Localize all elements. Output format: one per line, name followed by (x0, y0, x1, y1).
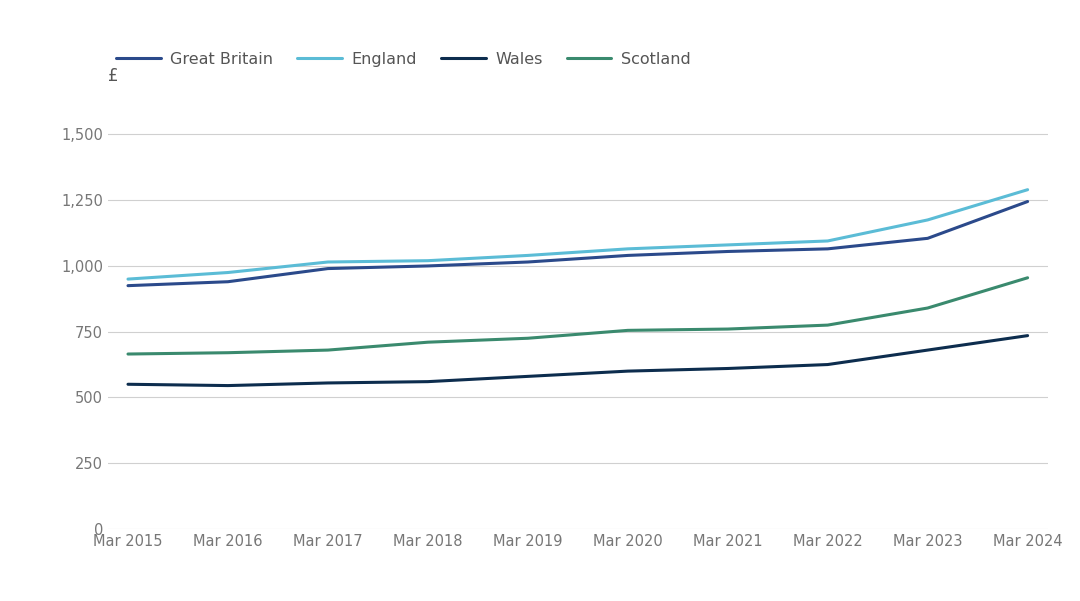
Line: England: England (129, 190, 1027, 279)
Text: £: £ (108, 67, 119, 85)
Scotland (522, 335, 535, 342)
Wales (322, 379, 335, 386)
Great Britain (322, 265, 335, 272)
Scotland (1021, 274, 1034, 281)
England (721, 242, 734, 249)
Scotland (721, 326, 734, 333)
Wales (621, 367, 634, 375)
Wales (522, 373, 535, 380)
Scotland (621, 327, 634, 334)
England (821, 237, 834, 245)
England (621, 245, 634, 252)
Scotland (821, 322, 834, 329)
England (122, 275, 135, 282)
Great Britain (821, 245, 834, 252)
England (1021, 186, 1034, 194)
Legend: Great Britain, England, Wales, Scotland: Great Britain, England, Wales, Scotland (116, 52, 691, 67)
Great Britain (1021, 198, 1034, 205)
England (322, 258, 335, 266)
Line: Wales: Wales (129, 335, 1027, 386)
Scotland (921, 305, 934, 312)
Line: Great Britain: Great Britain (129, 201, 1027, 285)
England (921, 216, 934, 224)
Wales (1021, 332, 1034, 339)
Line: Scotland: Scotland (129, 278, 1027, 354)
Scotland (322, 346, 335, 353)
Wales (421, 378, 434, 385)
Great Britain (621, 252, 634, 259)
Scotland (221, 349, 234, 356)
Wales (921, 346, 934, 353)
Great Britain (122, 282, 135, 289)
Great Britain (221, 278, 234, 285)
Wales (821, 361, 834, 368)
Scotland (421, 338, 434, 346)
Great Britain (921, 235, 934, 242)
Wales (221, 382, 234, 389)
Wales (721, 365, 734, 372)
England (522, 252, 535, 259)
Wales (122, 380, 135, 388)
Great Britain (421, 262, 434, 269)
England (221, 269, 234, 276)
Scotland (122, 350, 135, 358)
Great Britain (522, 258, 535, 266)
England (421, 257, 434, 264)
Great Britain (721, 248, 734, 255)
